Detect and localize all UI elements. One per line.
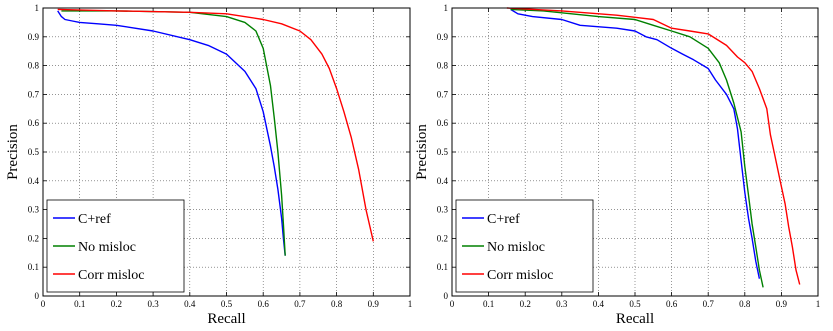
y-tick-label: 0.9 bbox=[28, 32, 40, 42]
y-axis-label: Precision bbox=[414, 124, 430, 180]
x-tick-label: 0 bbox=[450, 299, 455, 309]
x-tick-label: 0.7 bbox=[294, 299, 306, 309]
x-tick-label: 0 bbox=[41, 299, 46, 309]
y-tick-label: 0.1 bbox=[437, 262, 448, 272]
y-tick-label: 0.4 bbox=[437, 176, 449, 186]
x-tick-label: 0.8 bbox=[739, 299, 751, 309]
x-tick-label: 0.1 bbox=[483, 299, 494, 309]
legend-entry-label: Corr misloc bbox=[78, 268, 145, 283]
y-axis-label: Precision bbox=[5, 124, 21, 180]
x-tick-label: 0.9 bbox=[776, 299, 788, 309]
x-tick-label: 1 bbox=[408, 299, 413, 309]
x-axis-label: Recall bbox=[207, 311, 245, 327]
x-tick-label: 0.4 bbox=[184, 299, 196, 309]
y-tick-label: 1 bbox=[35, 3, 40, 13]
legend-entry-label: Corr misloc bbox=[487, 268, 554, 283]
x-tick-label: 0.5 bbox=[629, 299, 641, 309]
x-tick-label: 0.4 bbox=[593, 299, 605, 309]
y-tick-label: 0.7 bbox=[28, 89, 40, 99]
y-tick-label: 0.9 bbox=[437, 32, 449, 42]
y-tick-label: 0.2 bbox=[437, 233, 448, 243]
x-tick-label: 0.9 bbox=[368, 299, 380, 309]
legend: C+ref No misloc Corr misloc bbox=[46, 199, 185, 293]
series-line-c-ref bbox=[510, 8, 761, 279]
y-tick-label: 0.6 bbox=[437, 118, 449, 128]
series-lines bbox=[57, 8, 374, 256]
y-tick-label: 0.5 bbox=[28, 147, 40, 157]
y-tick-label: 0.8 bbox=[28, 61, 40, 71]
legend-entry-label: No misloc bbox=[78, 240, 136, 255]
y-tick-label: 0.5 bbox=[437, 147, 449, 157]
series-line-corr-misloc bbox=[506, 7, 801, 285]
chart-panel-2: 0 0.1 0.2 0.3 0.4 0.5 0.6 0.7 0.8 0.9 1 0 0.1 0.2 0.3 0… bbox=[414, 3, 820, 327]
y-tick-label: 0 bbox=[444, 291, 449, 301]
legend-entry-label: No misloc bbox=[487, 240, 545, 255]
x-tick-label: 0.2 bbox=[520, 299, 531, 309]
y-tick-label: 0.1 bbox=[28, 262, 39, 272]
x-tick-label: 1 bbox=[816, 299, 821, 309]
y-tick-label: 0.6 bbox=[28, 118, 40, 128]
y-tick-label: 0.2 bbox=[28, 233, 39, 243]
x-tick-label: 0.1 bbox=[74, 299, 85, 309]
x-tick-label: 0.6 bbox=[258, 299, 270, 309]
x-axis-label: Recall bbox=[616, 311, 654, 327]
axes-frame bbox=[451, 7, 819, 297]
y-tick-label: 1 bbox=[444, 3, 449, 13]
x-tick-label: 0.8 bbox=[331, 299, 343, 309]
x-tick-label: 0.7 bbox=[703, 299, 715, 309]
chart-panel-1: 0 0.1 0.2 0.3 0.4 0.5 0.6 0.7 0.8 0.9 1 0 0.1 0.2 0.3 0… bbox=[5, 3, 412, 327]
y-tick-label: 0.3 bbox=[437, 205, 449, 215]
x-tick-label: 0.3 bbox=[147, 299, 159, 309]
y-tick-label: 0.3 bbox=[28, 205, 40, 215]
x-tick-label: 0.5 bbox=[221, 299, 233, 309]
y-tick-label: 0.4 bbox=[28, 176, 40, 186]
y-tick-label: 0 bbox=[35, 291, 40, 301]
series-line-c-ref bbox=[57, 10, 286, 256]
y-tick-label: 0.8 bbox=[437, 61, 449, 71]
legend-entry-label: C+ref bbox=[487, 212, 520, 227]
legend-entry-label: C+ref bbox=[78, 212, 111, 227]
series-line-no-misloc bbox=[510, 8, 764, 288]
axes-frame bbox=[42, 7, 411, 297]
legend: C+ref No misloc Corr misloc bbox=[455, 199, 594, 293]
y-tick-label: 0.7 bbox=[437, 89, 449, 99]
x-tick-label: 0.3 bbox=[556, 299, 568, 309]
series-lines bbox=[506, 7, 801, 288]
x-tick-label: 0.6 bbox=[666, 299, 678, 309]
x-tick-label: 0.2 bbox=[111, 299, 122, 309]
series-line-corr-misloc bbox=[57, 8, 374, 242]
